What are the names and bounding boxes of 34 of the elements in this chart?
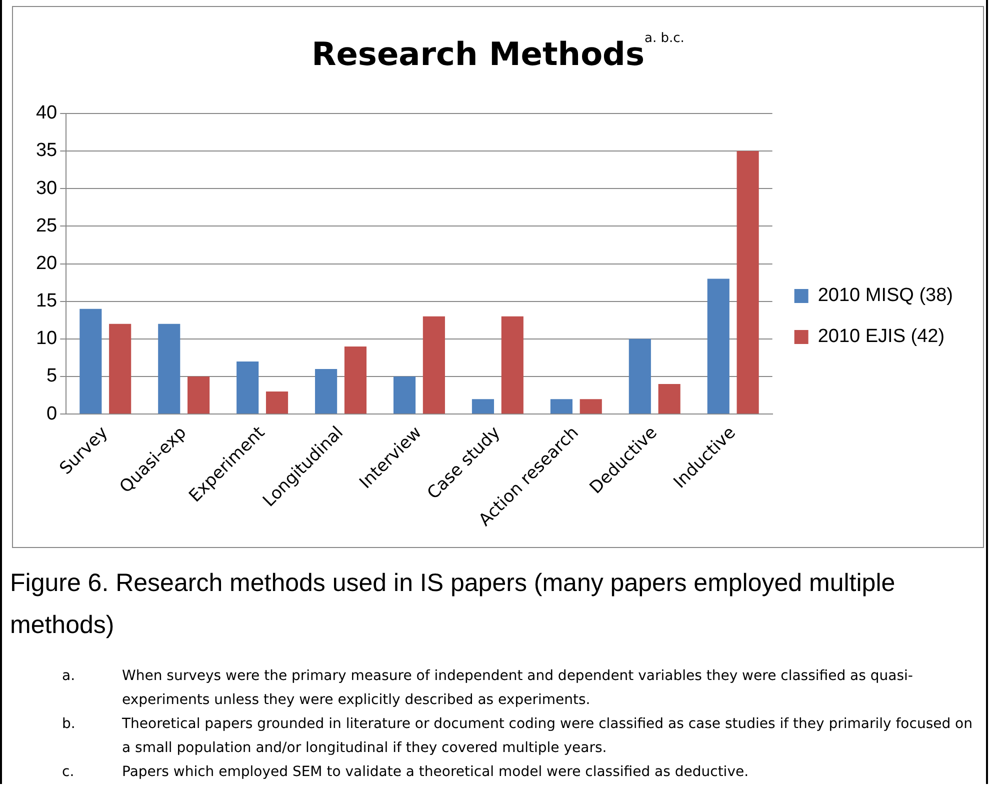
y-tick-label: 35 xyxy=(36,140,58,162)
bar xyxy=(158,324,180,414)
text: a. When surveys were the primary measure of independent and dependent variables they were classified as quasi-experiments unless they were explicitly described as experiments. xyxy=(62,668,913,708)
bar xyxy=(736,150,759,414)
y-tick-label: 10 xyxy=(36,328,58,350)
bar xyxy=(109,324,132,414)
bar xyxy=(266,392,288,414)
bar xyxy=(236,361,259,414)
text: b. Theoretical papers grounded in literature or document coding were classified as case studies if they primarily focused on a small population and/or longitudinal if they covered multiple years. xyxy=(62,716,972,756)
y-tick-label: 5 xyxy=(46,366,58,387)
y-tick-label: 20 xyxy=(36,252,58,274)
bar xyxy=(393,376,416,414)
bar xyxy=(628,338,651,414)
bar xyxy=(550,399,572,414)
y-tick-label: 25 xyxy=(36,215,58,236)
bar xyxy=(188,376,210,414)
bar xyxy=(422,316,445,414)
caption: Figure 6. Research methods used in IS papers (many papers employed multiple methods) xyxy=(10,568,896,641)
legend-label: 2010 EJIS (42) xyxy=(818,326,945,348)
bar xyxy=(344,346,367,414)
bar xyxy=(315,368,338,414)
bar xyxy=(707,278,730,414)
y-tick-label: 0 xyxy=(46,403,58,424)
bar xyxy=(472,399,494,414)
chart-title: Research Methods$^{a. b.c.}$ xyxy=(310,31,686,73)
text: c. Papers which employed SEM to validate a theoretical model were classified as deductive. xyxy=(62,764,749,780)
y-tick-label: 30 xyxy=(36,178,58,199)
bar xyxy=(501,316,524,414)
y-tick-label: 15 xyxy=(36,290,58,312)
bar xyxy=(80,308,102,414)
legend-label: 2010 MISQ (38) xyxy=(818,285,953,306)
bar xyxy=(658,384,680,414)
y-tick-label: 40 xyxy=(36,102,58,124)
bar xyxy=(580,399,602,414)
